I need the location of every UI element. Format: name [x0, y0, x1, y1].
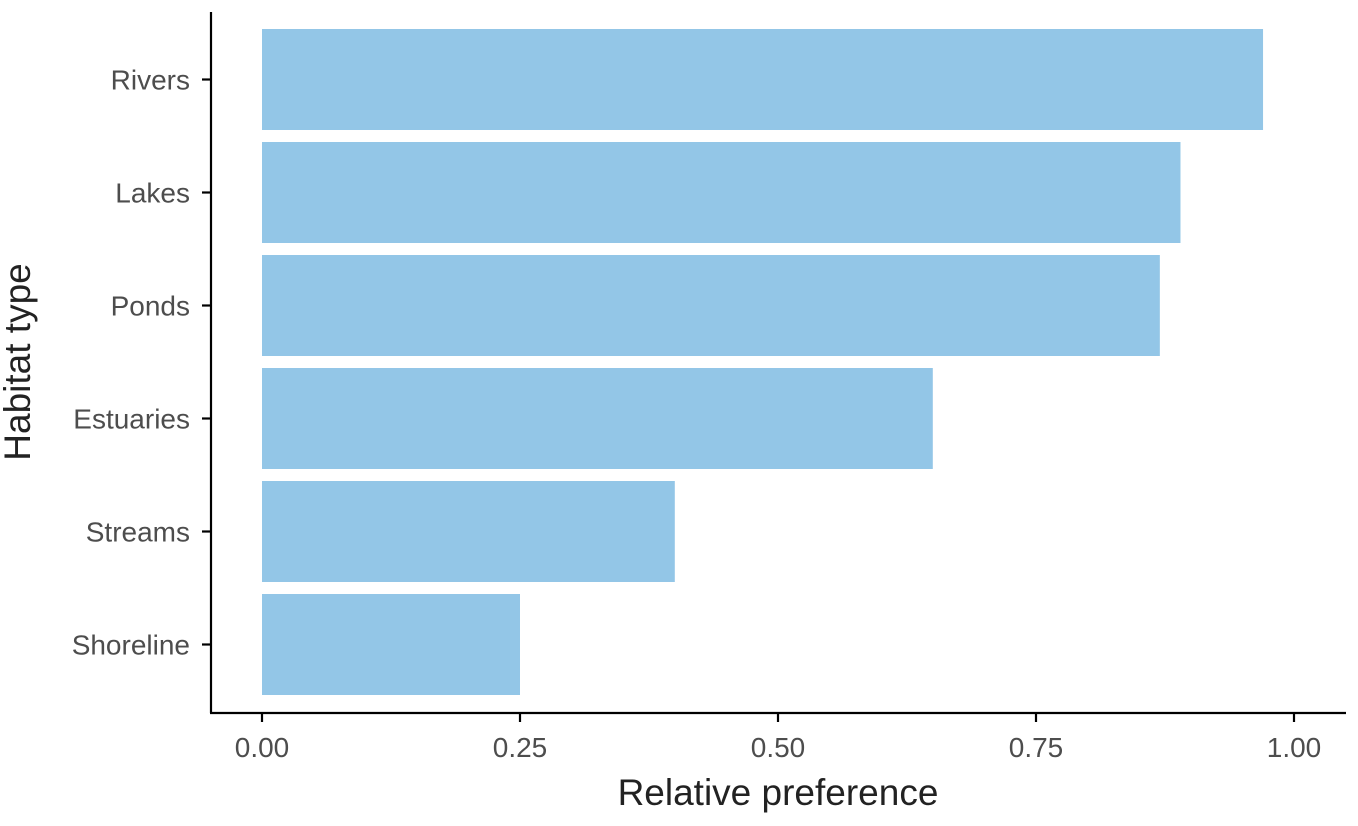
- bar-shoreline: [262, 594, 520, 695]
- bar-lakes: [262, 142, 1181, 243]
- y-tick-label-streams: Streams: [86, 517, 190, 548]
- x-tick-label-4: 1.00: [1267, 732, 1322, 763]
- y-ticks: Rivers Lakes Ponds Estuaries Streams Shorelin…: [72, 65, 211, 661]
- y-tick-label-lakes: Lakes: [115, 178, 190, 209]
- y-tick-label-rivers: Rivers: [111, 65, 190, 96]
- y-axis-title: Habitat type: [0, 263, 38, 460]
- y-tick-label-shoreline: Shoreline: [72, 630, 190, 661]
- bar-streams: [262, 481, 675, 582]
- y-tick-label-ponds: Ponds: [111, 291, 190, 322]
- bar-rivers: [262, 29, 1264, 130]
- x-tick-label-0: 0.00: [235, 732, 290, 763]
- bars-group: [262, 29, 1264, 695]
- x-axis-title: Relative preference: [618, 772, 939, 813]
- x-ticks: 0.00 0.25 0.50 0.75 1.00: [235, 713, 1322, 763]
- bar-estuaries: [262, 368, 933, 469]
- x-tick-label-2: 0.50: [751, 732, 806, 763]
- bar-ponds: [262, 255, 1160, 356]
- y-tick-label-estuaries: Estuaries: [73, 404, 190, 435]
- x-tick-label-3: 0.75: [1009, 732, 1064, 763]
- x-tick-label-1: 0.25: [493, 732, 548, 763]
